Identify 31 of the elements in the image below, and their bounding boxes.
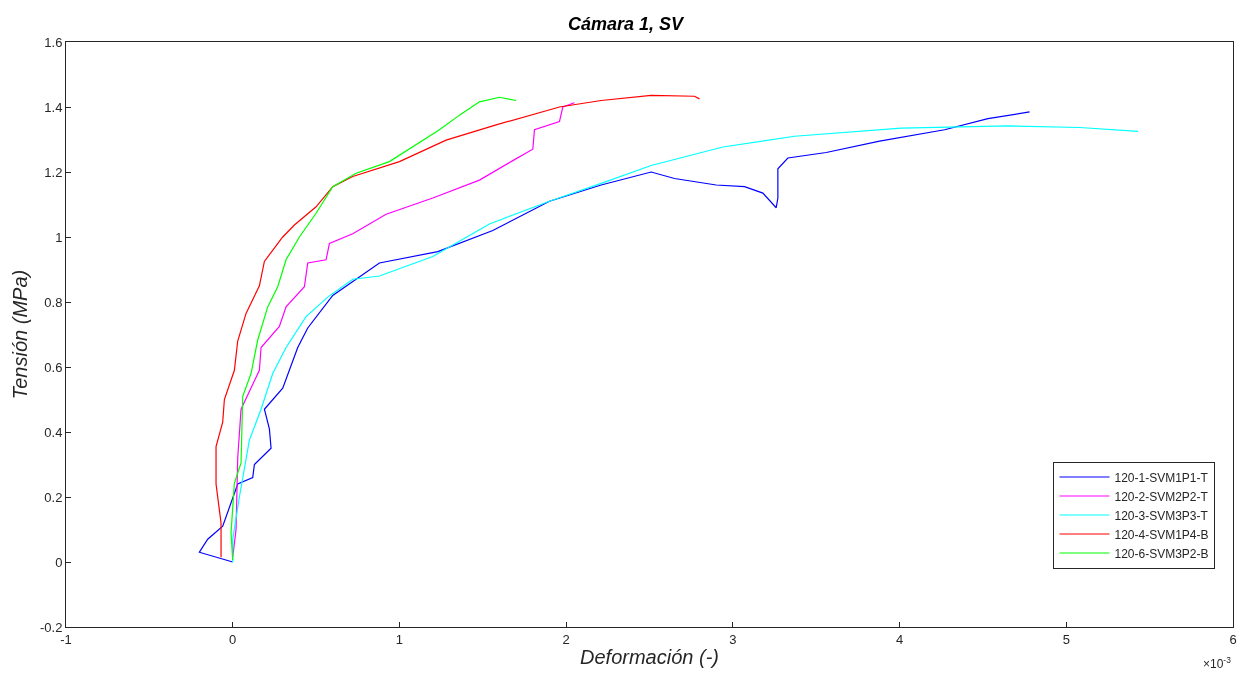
line-series bbox=[215, 94, 701, 558]
x-tick-label: 4 bbox=[895, 631, 904, 647]
y-tick-label: 0.2 bbox=[44, 489, 63, 505]
y-tick-label: 1.2 bbox=[44, 164, 63, 180]
legend-label: 120-1-SVM1P1-T bbox=[1114, 470, 1209, 485]
y-tick-label: 1.4 bbox=[44, 99, 63, 115]
y-tick-label: 0.6 bbox=[44, 359, 63, 375]
legend-label: 120-6-SVM3P2-B bbox=[1114, 546, 1209, 561]
y-tick-label: 0.8 bbox=[44, 294, 63, 310]
y-tick-label: 1 bbox=[55, 229, 63, 245]
line-series bbox=[198, 111, 1031, 563]
y-tick-label: 0.4 bbox=[44, 424, 63, 440]
x-tick-label: 6 bbox=[1229, 631, 1237, 647]
y-axis-title: Tensión (MPa) bbox=[9, 269, 32, 400]
legend-label: 120-2-SVM2P2-T bbox=[1114, 489, 1209, 504]
y-tick-label: 1.6 bbox=[44, 34, 63, 50]
x-tick-label: -1 bbox=[60, 631, 72, 647]
x-tick-label: 3 bbox=[729, 631, 737, 647]
legend-label: 120-4-SVM1P4-B bbox=[1114, 527, 1209, 542]
x-axis-title: Deformación (-) bbox=[580, 646, 719, 669]
x-tick-label: 0 bbox=[229, 631, 237, 647]
x-tick-label: 5 bbox=[1062, 631, 1070, 647]
y-tick-label: 0 bbox=[55, 554, 63, 570]
text: ×10$^{-3}$ bbox=[1203, 655, 1232, 672]
x-tick-label: 2 bbox=[562, 631, 570, 647]
line-series bbox=[232, 102, 576, 558]
line-series bbox=[230, 96, 517, 561]
chart-title: Cámara 1, SV bbox=[567, 13, 686, 34]
y-tick-label: -0.2 bbox=[39, 619, 63, 635]
x-tick-label: 1 bbox=[395, 631, 404, 647]
legend-label: 120-3-SVM3P3-T bbox=[1114, 508, 1209, 523]
